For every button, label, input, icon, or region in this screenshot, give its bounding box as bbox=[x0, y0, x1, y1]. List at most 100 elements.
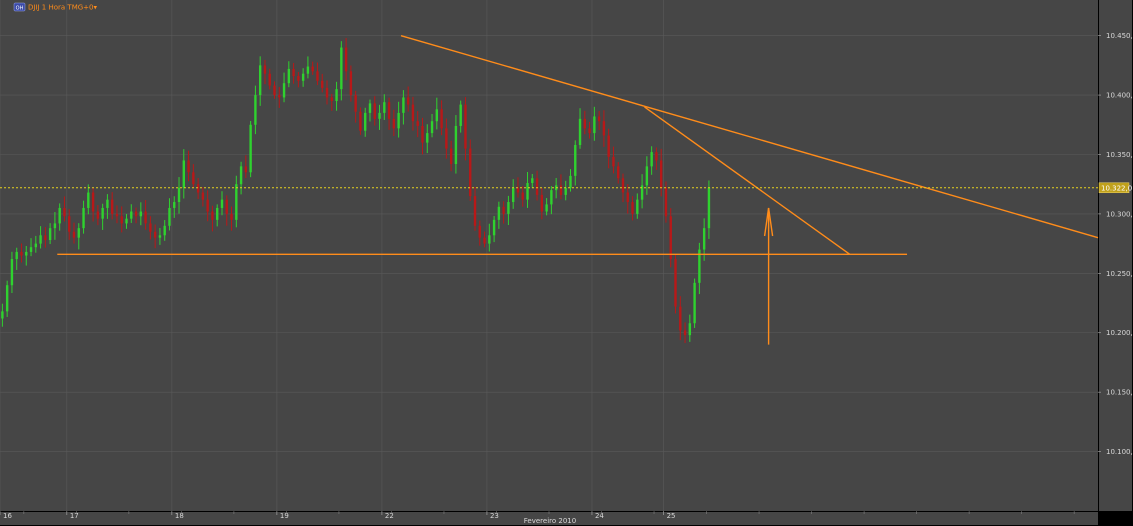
time-axis[interactable] bbox=[0, 512, 1098, 525]
candle-body bbox=[130, 211, 133, 219]
annotation-arrow[interactable] bbox=[763, 207, 774, 345]
candle bbox=[387, 97, 391, 130]
candle-body bbox=[588, 128, 591, 134]
candle-body bbox=[91, 192, 95, 212]
candle bbox=[301, 68, 305, 87]
price-tag-label: 10.322,0 bbox=[1101, 184, 1132, 192]
candle bbox=[63, 196, 66, 222]
candle-body bbox=[698, 249, 701, 283]
arrow-head[interactable] bbox=[763, 207, 774, 237]
candle-body bbox=[87, 192, 90, 208]
candle bbox=[650, 146, 653, 175]
candle-body bbox=[244, 166, 248, 173]
candle bbox=[612, 146, 615, 174]
candle bbox=[440, 100, 443, 136]
candle-body bbox=[1, 311, 4, 319]
candle-body bbox=[521, 192, 524, 200]
trendline[interactable] bbox=[400, 34, 1099, 239]
candle-body bbox=[597, 116, 601, 122]
plot-area[interactable] bbox=[0, 0, 1098, 511]
candle-body bbox=[5, 285, 9, 312]
candle bbox=[263, 59, 267, 85]
trendline[interactable] bbox=[644, 106, 851, 255]
candle-body bbox=[502, 206, 505, 214]
candle-body bbox=[693, 282, 696, 324]
time-tick-label: 17 bbox=[70, 512, 79, 520]
candle bbox=[626, 184, 629, 214]
candle-body bbox=[564, 187, 567, 195]
candle bbox=[297, 71, 300, 88]
candle-body bbox=[96, 211, 100, 219]
candle-body bbox=[488, 235, 491, 244]
candle bbox=[449, 140, 453, 172]
instrument-label[interactable]: DJIJ 1 Hora TMG+0▾ bbox=[28, 4, 97, 12]
candle bbox=[273, 81, 276, 99]
candle bbox=[330, 93, 333, 111]
price-tick-label: 10.400,0 bbox=[1106, 92, 1133, 100]
candle bbox=[130, 204, 133, 223]
time-tick-label: 23 bbox=[490, 512, 499, 520]
candle bbox=[636, 193, 639, 219]
candle bbox=[235, 175, 238, 228]
candle bbox=[340, 41, 343, 101]
candle-body bbox=[354, 95, 357, 112]
candle-body bbox=[426, 133, 429, 143]
chart-badge-icon[interactable] bbox=[13, 2, 26, 12]
candle bbox=[39, 226, 42, 249]
candle bbox=[335, 81, 338, 111]
time-tick-labels: 16 17 18 19 22 23 24 25 bbox=[0, 511, 1075, 520]
candle-body bbox=[445, 128, 448, 149]
candle-body bbox=[540, 194, 544, 212]
candle-body bbox=[335, 89, 338, 102]
trendlines[interactable] bbox=[57, 34, 1099, 256]
candle-body bbox=[430, 121, 434, 134]
candle-body bbox=[483, 237, 486, 244]
candle-body bbox=[273, 85, 276, 96]
candle-body bbox=[650, 152, 653, 167]
candle-body bbox=[364, 112, 367, 131]
candle bbox=[34, 235, 38, 253]
candle bbox=[583, 110, 587, 135]
candle-body bbox=[225, 199, 228, 214]
candle-body bbox=[68, 216, 71, 232]
candle bbox=[368, 99, 372, 122]
candle bbox=[469, 139, 472, 201]
candle bbox=[464, 97, 467, 161]
candle bbox=[607, 128, 610, 169]
candle-body bbox=[464, 104, 467, 149]
candle-body bbox=[344, 47, 348, 72]
candle-body bbox=[612, 156, 615, 167]
candle-body bbox=[201, 192, 205, 200]
candle-body bbox=[63, 207, 66, 217]
candle bbox=[406, 86, 410, 112]
candle bbox=[655, 147, 658, 170]
candle-body bbox=[301, 73, 305, 81]
candle-body bbox=[435, 109, 439, 122]
candle-body bbox=[459, 104, 462, 126]
candle bbox=[173, 196, 176, 218]
candle-body bbox=[449, 148, 453, 164]
price-axis[interactable] bbox=[1099, 0, 1132, 511]
candle bbox=[354, 90, 357, 123]
candle-body bbox=[664, 187, 668, 217]
time-tick-label: 16 bbox=[3, 512, 12, 520]
candle-body bbox=[216, 207, 219, 220]
candle bbox=[664, 181, 668, 223]
candle bbox=[550, 186, 553, 215]
candle bbox=[473, 186, 477, 231]
candle bbox=[5, 280, 9, 317]
candle bbox=[258, 56, 262, 106]
candle bbox=[325, 80, 329, 105]
candle bbox=[693, 278, 696, 328]
candle-body bbox=[545, 204, 548, 212]
candle-body bbox=[511, 187, 515, 203]
candle-body bbox=[249, 124, 252, 173]
candle-body bbox=[330, 97, 333, 102]
candle-body bbox=[134, 211, 138, 217]
candle bbox=[392, 109, 396, 137]
candle-body bbox=[48, 228, 52, 241]
candle bbox=[168, 198, 171, 231]
candle-body bbox=[192, 172, 195, 185]
candle-body bbox=[44, 235, 47, 241]
